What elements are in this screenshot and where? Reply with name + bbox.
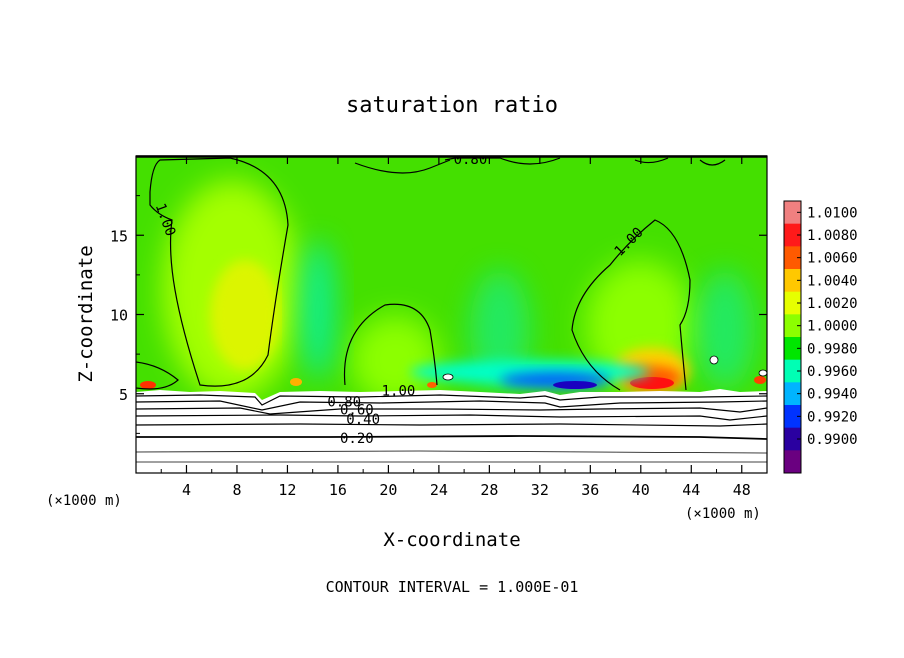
plot-area: 0.801.001.001.000.800.600.400.20: [136, 152, 767, 473]
x-tick-label: 4: [182, 481, 191, 499]
x-axis: 4 8 12 16 20 24 28 32 36 40 44 48: [160, 156, 751, 499]
colorbar-swatch: [784, 291, 801, 315]
dark-blue-pocket: [553, 381, 597, 389]
x-tick-label: 44: [682, 481, 700, 499]
contour-label: 0.20: [340, 431, 374, 447]
colorbar-swatch: [784, 382, 801, 406]
colorbar-label: 1.0060: [807, 251, 858, 267]
y-tick-label: 10: [110, 307, 128, 325]
teal-band-2: [470, 270, 530, 390]
plume-middle: [350, 315, 440, 405]
contour-line-d: [136, 414, 767, 421]
colorbar-swatch: [784, 427, 801, 451]
x-tick-label: 20: [379, 481, 397, 499]
x-tick-label: 40: [632, 481, 650, 499]
x-unit-right: (×1000 m): [685, 506, 761, 522]
x-tick-label: 16: [329, 481, 347, 499]
contour-lines: [136, 157, 767, 463]
x-tick-label: 36: [581, 481, 599, 499]
y-axis: 5 10 15: [110, 195, 767, 434]
colorbar-label: 1.0020: [807, 296, 858, 312]
contour-label: 0.80: [327, 395, 361, 411]
y-axis-label: Z-coordinate: [75, 245, 97, 382]
chart-title: saturation ratio: [346, 93, 558, 118]
hotspot-4: [754, 376, 766, 384]
contour-1-00-middle: [343, 303, 438, 386]
colorbar-frame: [783, 200, 802, 474]
color-field: [140, 180, 766, 405]
x-tick-label: 12: [278, 481, 296, 499]
plume-right-red: [630, 377, 674, 389]
colorbar-swatch: [784, 405, 801, 429]
colorbar-label: 0.9920: [807, 409, 858, 425]
hotspot-1: [140, 381, 156, 389]
colorbar-swatch: [784, 223, 801, 247]
hotspot-3: [427, 382, 437, 388]
colorbar-swatch: [784, 246, 801, 270]
colorbar: 1.0100 1.0080 1.0060 1.0040 1.0020 1.0000 0.99…: [783, 200, 858, 474]
colorbar-label: 1.0000: [807, 319, 858, 335]
contour-0-80-top: [354, 159, 451, 174]
colorbar-label: 1.0100: [807, 205, 858, 221]
contour-label: 0.60: [340, 403, 374, 419]
contour-label: 0.40: [346, 412, 380, 428]
teal-band-1: [300, 240, 336, 380]
contour-line-a: [136, 394, 767, 406]
colorbar-swatch: [784, 337, 801, 361]
colorbar-swatch: [784, 450, 801, 474]
colorbar-swatch: [784, 269, 801, 293]
x-tick-label: 32: [531, 481, 549, 499]
colorbar-swatch: [784, 359, 801, 383]
contour-top-bump-b: [634, 157, 669, 164]
contour-line-c: [136, 407, 767, 415]
contour-label: 1.00: [382, 384, 416, 400]
y-tick-label: 5: [119, 386, 128, 404]
y-tick-label: 15: [110, 227, 128, 245]
colorbar-label: 0.9980: [807, 341, 858, 357]
footer-contour-interval: CONTOUR INTERVAL = 1.000E-01: [326, 578, 579, 596]
white-island-3: [758, 369, 767, 377]
white-island-2: [709, 355, 719, 365]
colorbar-label: 0.9900: [807, 432, 858, 448]
colorbar-label: 0.9960: [807, 364, 858, 380]
contour-0-80-top-b: [444, 157, 561, 165]
white-island-1: [442, 373, 454, 381]
x-tick-label: 24: [430, 481, 448, 499]
contour-1-00-left: [149, 157, 289, 387]
colorbar-swatch: [784, 314, 801, 338]
contour-1-00-edge: [136, 361, 179, 390]
x-axis-label: X-coordinate: [383, 529, 520, 551]
colorbar-label: 0.9940: [807, 387, 858, 403]
contour-line-f: [136, 450, 767, 454]
colorbar-label: 1.0040: [807, 273, 858, 289]
x-tick-label: 8: [232, 481, 241, 499]
x-tick-label: 48: [733, 481, 751, 499]
plume-left-core: [210, 260, 280, 370]
contour-line-0-20: [136, 435, 767, 440]
teal-band-3: [695, 270, 755, 390]
hotspot-2: [290, 378, 302, 386]
x-tick-label: 28: [480, 481, 498, 499]
contour-line-e: [136, 423, 767, 427]
contour-top-bump: [699, 159, 726, 166]
colorbar-swatch: [784, 201, 801, 225]
x-unit-left: (×1000 m): [46, 493, 122, 509]
colorbar-label: 1.0080: [807, 228, 858, 244]
contour-label: 0.80: [454, 152, 488, 168]
contour-line-b: [136, 400, 767, 411]
contour-1-00-right: [571, 219, 691, 391]
